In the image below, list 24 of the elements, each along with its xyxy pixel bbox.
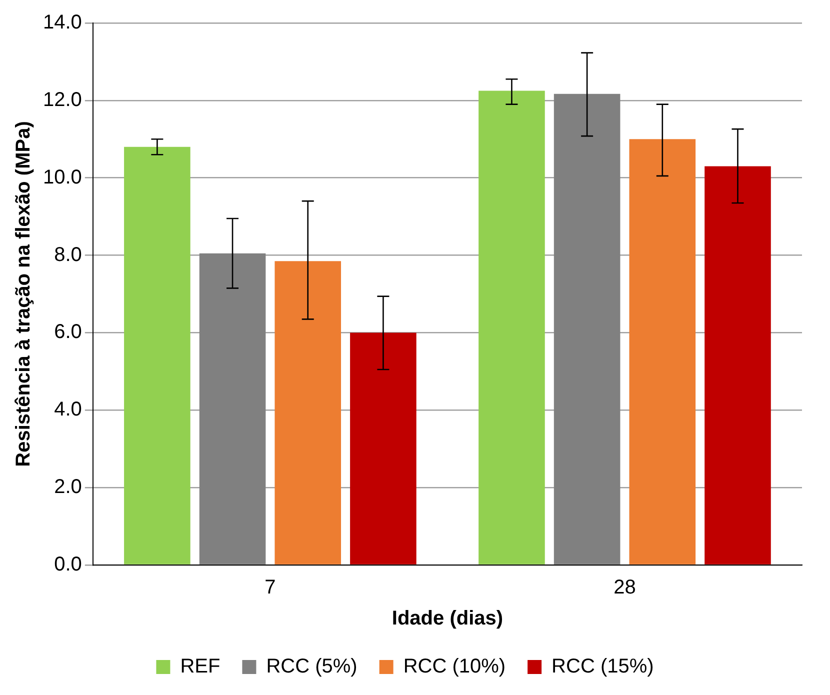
y-tick-label: 14.0 [42, 12, 82, 34]
bar [629, 139, 696, 564]
y-tick-label: 12.0 [42, 88, 82, 111]
y-tick-label: 6.0 [54, 321, 82, 344]
y-axis-title: Resistência à tração na flexão (MPa) [12, 121, 35, 467]
x-tick-label: 7 [264, 576, 276, 599]
bar [124, 146, 190, 564]
y-tick-label: 10.0 [42, 166, 82, 188]
bar [350, 332, 416, 564]
legend-label: RCC (10%) [403, 656, 506, 678]
bar [478, 90, 545, 564]
legend-label: REF [180, 656, 220, 678]
bar [704, 166, 771, 564]
legend-label: RCC (5%) [266, 656, 358, 678]
y-tick-label: 4.0 [54, 398, 82, 421]
bar [199, 253, 266, 564]
legend-label: RCC (15%) [552, 656, 654, 678]
x-axis-title: Idade (dias) [392, 608, 504, 630]
y-tick-label: 2.0 [54, 476, 82, 498]
x-tick-label: 28 [614, 576, 636, 599]
bar [554, 94, 620, 564]
y-tick-label: 0.0 [54, 554, 82, 576]
y-tick-label: 8.0 [54, 244, 82, 266]
bar [274, 261, 342, 564]
